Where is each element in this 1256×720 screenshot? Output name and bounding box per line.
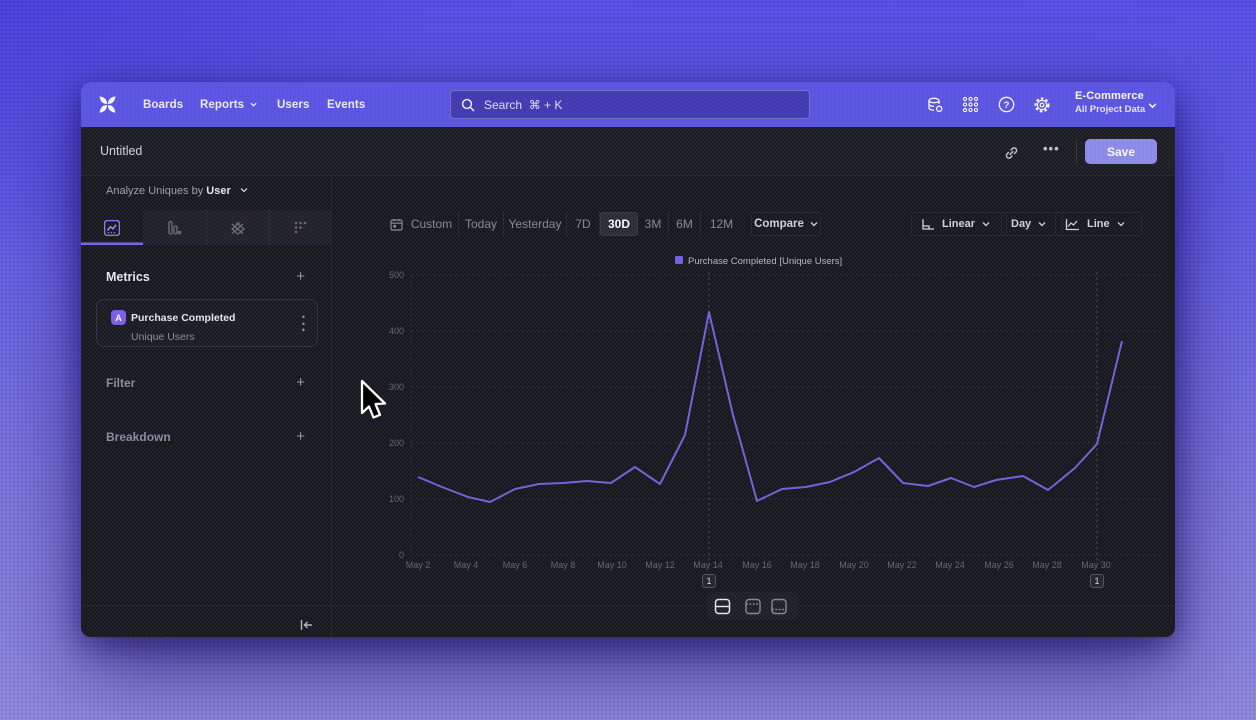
svg-text:May 6: May 6 bbox=[503, 560, 528, 570]
svg-text:100: 100 bbox=[389, 494, 404, 504]
svg-text:May 4: May 4 bbox=[454, 560, 479, 570]
svg-text:May 2: May 2 bbox=[406, 560, 431, 570]
svg-text:May 12: May 12 bbox=[645, 560, 675, 570]
svg-text:May 8: May 8 bbox=[551, 560, 576, 570]
svg-text:May 30: May 30 bbox=[1081, 560, 1111, 570]
svg-text:May 24: May 24 bbox=[935, 560, 965, 570]
svg-text:May 18: May 18 bbox=[790, 560, 820, 570]
svg-text:500: 500 bbox=[389, 270, 404, 280]
svg-text:300: 300 bbox=[389, 382, 404, 392]
svg-text:0: 0 bbox=[399, 550, 404, 560]
svg-text:May 10: May 10 bbox=[597, 560, 627, 570]
svg-text:?: ? bbox=[1004, 100, 1010, 111]
svg-text:1: 1 bbox=[1094, 576, 1099, 586]
svg-text:May 26: May 26 bbox=[984, 560, 1014, 570]
svg-text:May 16: May 16 bbox=[742, 560, 772, 570]
svg-text:Purchase Completed [Unique Use: Purchase Completed [Unique Users] bbox=[688, 256, 842, 267]
svg-text:400: 400 bbox=[389, 326, 404, 336]
svg-text:1: 1 bbox=[706, 576, 711, 586]
svg-text:200: 200 bbox=[389, 438, 404, 448]
svg-text:May 28: May 28 bbox=[1032, 560, 1062, 570]
svg-text:May 14: May 14 bbox=[693, 560, 723, 570]
svg-text:May 22: May 22 bbox=[887, 560, 917, 570]
svg-text:May 20: May 20 bbox=[839, 560, 869, 570]
